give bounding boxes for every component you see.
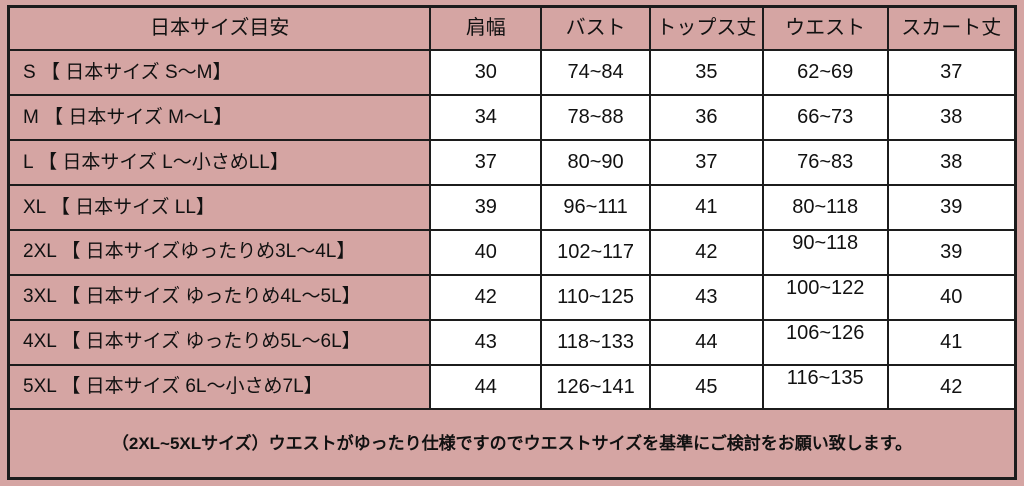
size-label: M 【 日本サイズ M〜L】: [7, 94, 432, 142]
header-size-guide: 日本サイズ目安: [7, 5, 432, 52]
size-chart-table: 日本サイズ目安 肩幅 バスト トップス丈 ウエスト スカート丈 S 【 日本サイ…: [7, 5, 1017, 480]
shoulder-value: 37: [429, 139, 543, 187]
skirt-length-value: 41: [886, 318, 1017, 366]
header-skirt-length: スカート丈: [886, 5, 1017, 52]
bust-value: 118~133: [540, 318, 651, 366]
size-label: 3XL 【 日本サイズ ゆったりめ4L〜5L】: [7, 273, 432, 321]
top-length-value: 43: [648, 273, 764, 321]
skirt-length-value: 38: [886, 94, 1017, 142]
table-row-2xl: 2XL 【 日本サイズゆったりめ3L〜4L】 40 102~117 42 90~…: [7, 228, 1017, 276]
skirt-length-value: 39: [886, 184, 1017, 231]
size-label: S 【 日本サイズ S〜M】: [7, 49, 432, 97]
size-label: L 【 日本サイズ L〜小さめLL】: [7, 139, 432, 187]
shoulder-value: 43: [429, 318, 543, 366]
skirt-length-value: 38: [886, 139, 1017, 187]
shoulder-value: 42: [429, 273, 543, 321]
header-bust: バスト: [540, 5, 651, 52]
table-row-3xl: 3XL 【 日本サイズ ゆったりめ4L〜5L】 42 110~125 43 10…: [7, 273, 1017, 321]
top-length-value: 41: [648, 184, 764, 231]
bust-value: 74~84: [540, 49, 651, 97]
size-label: XL 【 日本サイズ LL】: [7, 184, 432, 231]
top-length-value: 42: [648, 228, 764, 276]
table-row-xl: XL 【 日本サイズ LL】 39 96~111 41 80~118 39: [7, 184, 1017, 231]
waist-value: 100~122: [761, 273, 889, 321]
top-length-value: 36: [648, 94, 764, 142]
shoulder-value: 34: [429, 94, 543, 142]
bust-value: 96~111: [540, 184, 651, 231]
table-row-s: S 【 日本サイズ S〜M】 30 74~84 35 62~69 37: [7, 49, 1017, 97]
skirt-length-value: 37: [886, 49, 1017, 97]
footnote-text: （2XL~5XLサイズ）ウエストがゆったり仕様ですのでウエストサイズを基準にご検…: [7, 408, 1017, 480]
header-waist: ウエスト: [761, 5, 889, 52]
bust-value: 110~125: [540, 273, 651, 321]
header-top-length: トップス丈: [648, 5, 764, 52]
shoulder-value: 40: [429, 228, 543, 276]
footnote-row: （2XL~5XLサイズ）ウエストがゆったり仕様ですのでウエストサイズを基準にご検…: [7, 408, 1017, 480]
waist-value: 80~118: [761, 184, 889, 231]
waist-value: 116~135: [761, 363, 889, 411]
top-length-value: 37: [648, 139, 764, 187]
skirt-length-value: 39: [886, 228, 1017, 276]
waist-value: 62~69: [761, 49, 889, 97]
header-shoulder: 肩幅: [429, 5, 543, 52]
table-row-5xl: 5XL 【 日本サイズ 6L〜小さめ7L】 44 126~141 45 116~…: [7, 363, 1017, 411]
waist-value: 106~126: [761, 318, 889, 366]
table-row-l: L 【 日本サイズ L〜小さめLL】 37 80~90 37 76~83 38: [7, 139, 1017, 187]
top-length-value: 44: [648, 318, 764, 366]
waist-value: 76~83: [761, 139, 889, 187]
waist-value: 66~73: [761, 94, 889, 142]
top-length-value: 45: [648, 363, 764, 411]
waist-value: 90~118: [761, 228, 889, 276]
bust-value: 80~90: [540, 139, 651, 187]
bust-value: 102~117: [540, 228, 651, 276]
table-row-m: M 【 日本サイズ M〜L】 34 78~88 36 66~73 38: [7, 94, 1017, 142]
table-header-row: 日本サイズ目安 肩幅 バスト トップス丈 ウエスト スカート丈: [7, 5, 1017, 52]
skirt-length-value: 42: [886, 363, 1017, 411]
shoulder-value: 39: [429, 184, 543, 231]
bust-value: 78~88: [540, 94, 651, 142]
shoulder-value: 30: [429, 49, 543, 97]
size-label: 2XL 【 日本サイズゆったりめ3L〜4L】: [7, 228, 432, 276]
size-label: 4XL 【 日本サイズ ゆったりめ5L〜6L】: [7, 318, 432, 366]
bust-value: 126~141: [540, 363, 651, 411]
size-label: 5XL 【 日本サイズ 6L〜小さめ7L】: [7, 363, 432, 411]
table-row-4xl: 4XL 【 日本サイズ ゆったりめ5L〜6L】 43 118~133 44 10…: [7, 318, 1017, 366]
shoulder-value: 44: [429, 363, 543, 411]
top-length-value: 35: [648, 49, 764, 97]
skirt-length-value: 40: [886, 273, 1017, 321]
